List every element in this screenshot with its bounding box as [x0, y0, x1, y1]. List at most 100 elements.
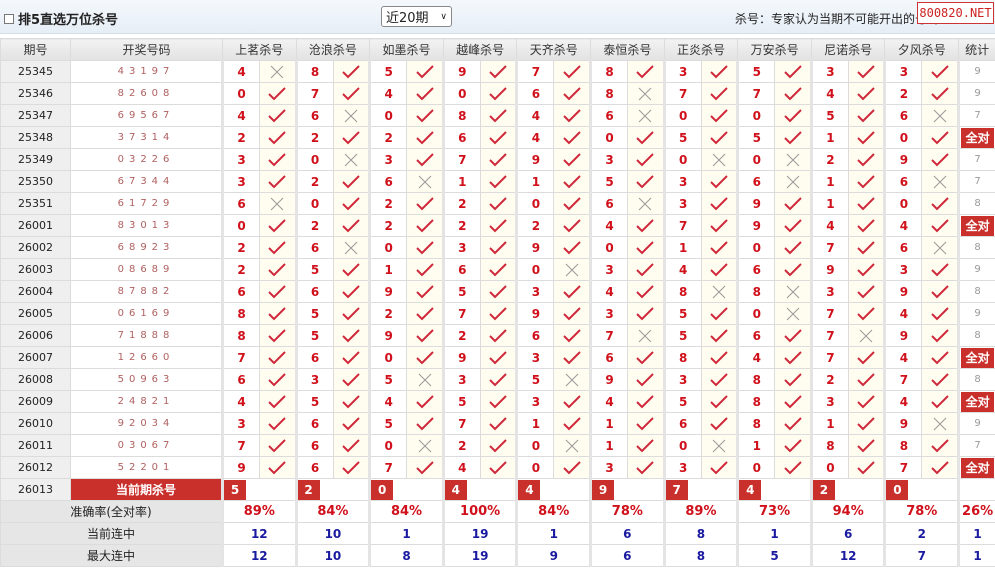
kill-number-cell: 5	[662, 126, 702, 149]
kill-number-cell: 0	[221, 214, 260, 237]
kill-number-cell: 4	[883, 302, 923, 325]
kill-number-cell: 3	[809, 390, 849, 413]
checkbox-icon[interactable]	[4, 13, 14, 24]
header-expert: 万安杀号	[737, 38, 812, 61]
check-icon	[332, 170, 371, 193]
cross-icon	[700, 434, 739, 457]
current-kill-number: 9	[592, 479, 615, 500]
summary-value: 8	[368, 544, 444, 567]
kill-number-cell: 5	[294, 390, 334, 413]
check-icon	[406, 412, 444, 435]
check-icon	[700, 192, 739, 215]
kill-number-cell: 7	[589, 324, 629, 347]
stat-cell: 全对	[957, 126, 995, 149]
check-icon	[406, 236, 444, 259]
header-expert: 如墨杀号	[369, 38, 444, 61]
kill-number-cell: 6	[736, 258, 776, 281]
draw-number-cell: 24821	[70, 390, 223, 413]
check-icon	[259, 280, 297, 303]
kill-number-cell: 7	[809, 324, 849, 347]
kill-number-cell: 8	[589, 60, 629, 83]
check-icon	[479, 258, 518, 281]
kill-number-cell: 8	[883, 434, 923, 457]
header-expert: 夕风杀号	[884, 38, 960, 61]
all-correct-badge: 全对	[961, 127, 995, 148]
kill-number-cell: 5	[441, 390, 481, 413]
summary-value: 6	[589, 544, 665, 567]
kill-number-cell: 9	[441, 346, 481, 369]
current-kill-cell: 4	[736, 478, 812, 501]
kill-number-cell: 2	[221, 236, 260, 259]
stat-cell: 8	[957, 280, 995, 303]
table-row: 26012 52201 9 6 7 4 0 3 3 0 0 7 全对	[0, 456, 995, 479]
kill-number-cell: 7	[441, 148, 481, 171]
check-icon	[627, 214, 665, 237]
kill-number-cell: 2	[441, 434, 481, 457]
check-icon	[332, 456, 371, 479]
kill-number-cell: 2	[221, 258, 260, 281]
kill-number-cell: 9	[515, 236, 555, 259]
check-icon	[700, 126, 739, 149]
kill-number-cell: 6	[221, 280, 260, 303]
check-icon	[332, 324, 371, 347]
kill-number-cell: 0	[883, 192, 923, 215]
check-icon	[847, 390, 886, 413]
draw-number-cell: 87882	[70, 280, 223, 303]
kill-number-cell: 7	[441, 412, 481, 435]
check-icon	[553, 412, 592, 435]
kill-number-cell: 6	[589, 192, 629, 215]
kill-number-cell: 2	[809, 148, 849, 171]
stat-cell: 9	[957, 258, 995, 281]
summary-value: 6	[589, 522, 665, 545]
summary-row: 准确率(全对率) 89% 84% 84% 100% 84% 78% 89% 73% 94% 78% 2…	[0, 500, 995, 523]
kill-number-cell: 4	[515, 126, 555, 149]
check-icon	[774, 390, 812, 413]
summary-value: 1	[368, 522, 444, 545]
cross-icon	[406, 434, 444, 457]
kill-number-cell: 6	[294, 412, 334, 435]
stat-cell: 7	[957, 104, 995, 127]
stat-cell: 7	[957, 148, 995, 171]
summary-value: 89%	[221, 500, 297, 523]
check-icon	[259, 126, 297, 149]
check-icon	[700, 170, 739, 193]
check-icon	[406, 214, 444, 237]
check-icon	[700, 236, 739, 259]
check-icon	[921, 302, 960, 325]
kill-number-cell: 0	[221, 82, 260, 105]
check-icon	[774, 434, 812, 457]
summary-value: 84%	[515, 500, 592, 523]
period-cell: 26012	[0, 456, 71, 479]
period-select[interactable]: 近20期 ∨	[381, 6, 452, 27]
current-kill-number: 4	[739, 479, 762, 500]
summary-value: 73%	[736, 500, 812, 523]
current-kill-cell: 2	[809, 478, 886, 501]
summary-value: 12	[221, 544, 297, 567]
check-icon	[847, 346, 886, 369]
kill-number-cell: 5	[368, 412, 408, 435]
kill-number-cell: 1	[809, 412, 849, 435]
period-cell: 26009	[0, 390, 71, 413]
check-icon	[332, 82, 371, 105]
period-cell: 26003	[0, 258, 71, 281]
stat-cell: 全对	[957, 346, 995, 369]
stat-cell: 8	[957, 236, 995, 259]
kill-number-cell: 8	[441, 104, 481, 127]
kill-number-cell: 7	[221, 346, 260, 369]
page-title: 排5直选万位杀号	[4, 9, 118, 28]
check-icon	[332, 434, 371, 457]
kill-number-cell: 9	[736, 192, 776, 215]
kill-number-cell: 9	[221, 456, 260, 479]
check-icon	[479, 236, 518, 259]
kill-number-cell: 7	[515, 60, 555, 83]
check-icon	[406, 148, 444, 171]
draw-number-cell: 83013	[70, 214, 223, 237]
kill-number-cell: 2	[368, 126, 408, 149]
kill-number-cell: 5	[662, 324, 702, 347]
current-kill-cell: 5	[221, 478, 297, 501]
kill-number-cell: 6	[736, 324, 776, 347]
check-icon	[627, 456, 665, 479]
kill-number-cell: 1	[515, 170, 555, 193]
period-cell: 25346	[0, 82, 71, 105]
draw-number-cell: 03226	[70, 148, 223, 171]
